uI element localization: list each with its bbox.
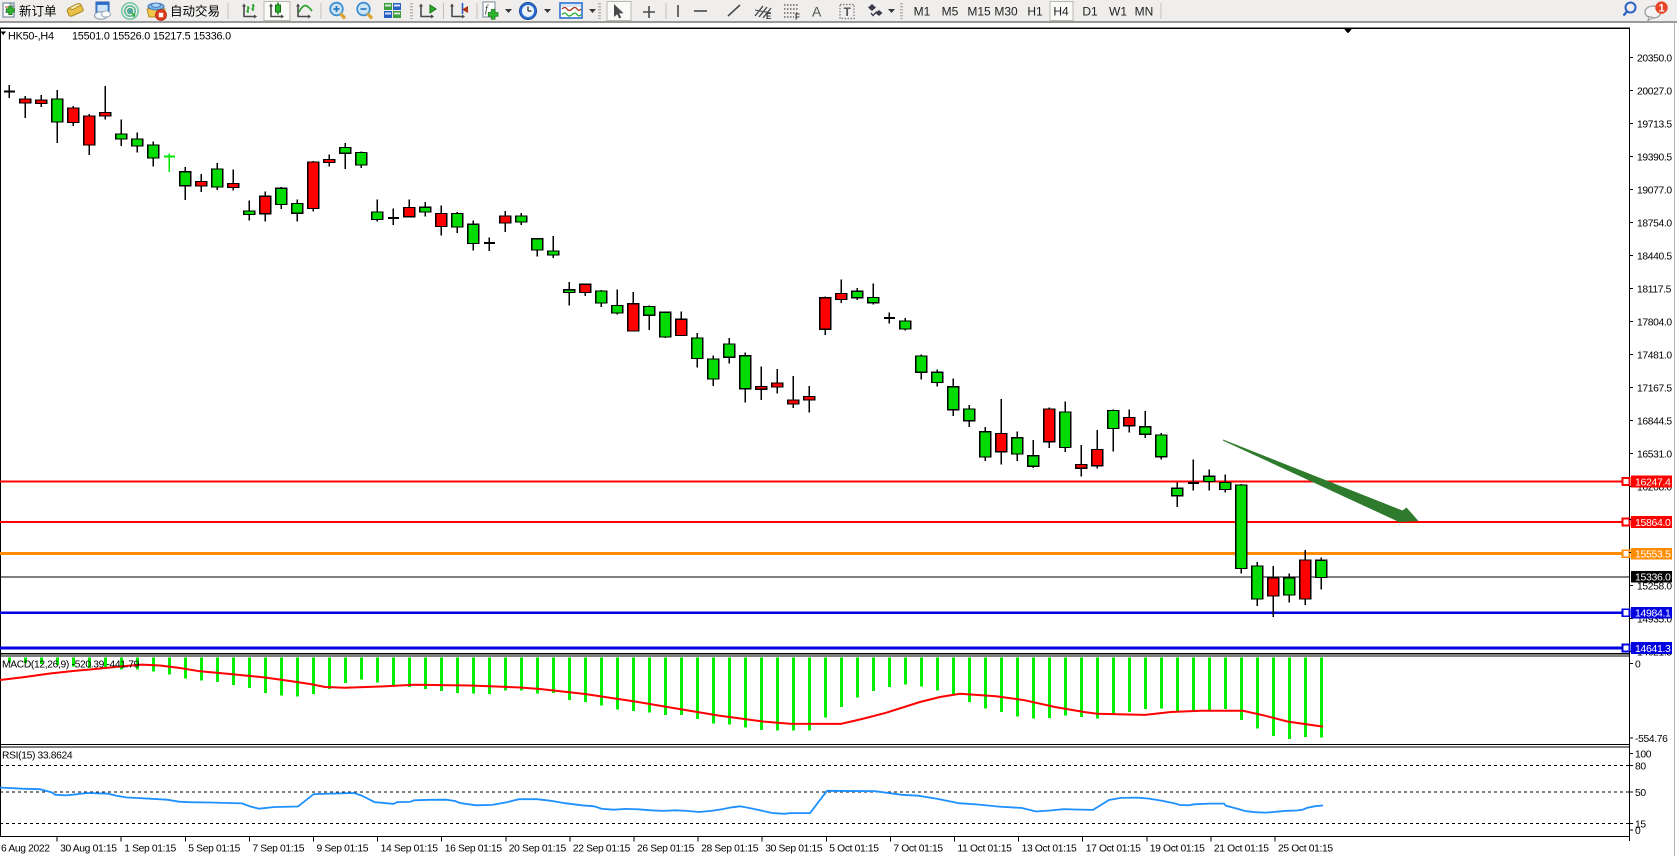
svg-text:19390.5: 19390.5 <box>1637 152 1672 163</box>
svg-text:M5: M5 <box>942 5 959 19</box>
svg-text:9 Sep 01:15: 9 Sep 01:15 <box>317 844 369 855</box>
svg-text:自动交易: 自动交易 <box>170 4 220 19</box>
svg-text:16247.4: 16247.4 <box>1635 476 1671 488</box>
svg-text:18440.5: 18440.5 <box>1637 251 1672 262</box>
svg-text:H1: H1 <box>1027 5 1043 19</box>
svg-text:13 Oct 01:15: 13 Oct 01:15 <box>1022 844 1077 855</box>
svg-text:M1: M1 <box>914 5 931 19</box>
svg-text:T: T <box>844 5 852 19</box>
svg-text:80: 80 <box>1635 761 1646 772</box>
svg-text:22 Sep 01:15: 22 Sep 01:15 <box>573 844 631 855</box>
svg-text:7 Oct 01:15: 7 Oct 01:15 <box>893 844 943 855</box>
svg-text:25 Oct 01:15: 25 Oct 01:15 <box>1278 844 1333 855</box>
svg-text:W1: W1 <box>1109 5 1127 19</box>
svg-text:30 Sep 01:15: 30 Sep 01:15 <box>765 844 823 855</box>
svg-text:15258.0: 15258.0 <box>1637 581 1672 592</box>
svg-text:1: 1 <box>1658 3 1664 15</box>
svg-text:RSI(15) 33.8624: RSI(15) 33.8624 <box>2 751 73 762</box>
svg-text:19077.0: 19077.0 <box>1637 185 1672 196</box>
svg-text:MN: MN <box>1135 5 1154 19</box>
svg-text:6 Aug 2022: 6 Aug 2022 <box>1 844 50 855</box>
svg-text:16208.0: 16208.0 <box>1637 482 1672 493</box>
svg-text:28 Sep 01:15: 28 Sep 01:15 <box>701 844 759 855</box>
svg-text:14641.3: 14641.3 <box>1635 643 1671 655</box>
svg-text:7 Sep 01:15: 7 Sep 01:15 <box>252 844 304 855</box>
svg-text:f: f <box>485 4 489 15</box>
svg-text:18754.0: 18754.0 <box>1637 218 1672 229</box>
svg-text:15336.0: 15336.0 <box>1635 572 1671 584</box>
svg-text:15: 15 <box>1635 820 1646 831</box>
svg-text:0: 0 <box>1635 826 1641 837</box>
svg-text:15864.0: 15864.0 <box>1635 517 1671 529</box>
svg-text:17167.5: 17167.5 <box>1637 383 1672 394</box>
svg-text:A: A <box>812 4 822 20</box>
svg-text:18117.5: 18117.5 <box>1637 284 1672 295</box>
svg-text:16 Sep 01:15: 16 Sep 01:15 <box>445 844 503 855</box>
svg-text:14935.0: 14935.0 <box>1637 614 1672 625</box>
svg-text:F: F <box>795 13 800 22</box>
svg-text:M15: M15 <box>967 5 991 19</box>
svg-text:19713.5: 19713.5 <box>1637 119 1672 130</box>
svg-text:20350.0: 20350.0 <box>1637 53 1672 64</box>
svg-text:21 Oct 01:15: 21 Oct 01:15 <box>1214 844 1269 855</box>
svg-text:15553.5: 15553.5 <box>1635 549 1671 561</box>
svg-text:14984.1: 14984.1 <box>1635 607 1671 619</box>
svg-text:D1: D1 <box>1082 5 1098 19</box>
svg-text:1 Sep 01:15: 1 Sep 01:15 <box>124 844 176 855</box>
svg-text:17804.0: 17804.0 <box>1637 317 1672 328</box>
svg-text:19 Oct 01:15: 19 Oct 01:15 <box>1150 844 1205 855</box>
svg-text:MACD(12,26,9) -520.39 -441.79: MACD(12,26,9) -520.39 -441.79 <box>2 660 140 671</box>
svg-text:26 Sep 01:15: 26 Sep 01:15 <box>637 844 695 855</box>
svg-text:20027.0: 20027.0 <box>1637 86 1672 97</box>
svg-text:17481.0: 17481.0 <box>1637 350 1672 361</box>
svg-text:H4: H4 <box>1053 5 1069 19</box>
svg-text:M30: M30 <box>994 5 1018 19</box>
svg-text:新订单: 新订单 <box>19 4 57 19</box>
svg-text:5 Oct 01:15: 5 Oct 01:15 <box>829 844 879 855</box>
svg-text:16844.5: 16844.5 <box>1637 416 1672 427</box>
svg-text:14 Sep 01:15: 14 Sep 01:15 <box>381 844 439 855</box>
svg-text:15501.0 15526.0 15217.5 15336.: 15501.0 15526.0 15217.5 15336.0 <box>72 31 231 43</box>
svg-text:17 Oct 01:15: 17 Oct 01:15 <box>1086 844 1141 855</box>
svg-text:11 Oct 01:15: 11 Oct 01:15 <box>958 844 1013 855</box>
svg-text:16531.0: 16531.0 <box>1637 449 1672 460</box>
svg-text:5 Sep 01:15: 5 Sep 01:15 <box>188 844 240 855</box>
svg-text:30 Aug 01:15: 30 Aug 01:15 <box>60 844 117 855</box>
svg-text:0: 0 <box>1635 660 1641 671</box>
svg-text:HK50-,H4: HK50-,H4 <box>8 31 54 43</box>
svg-text:E: E <box>766 12 772 21</box>
svg-text:-554.76: -554.76 <box>1635 734 1668 745</box>
svg-text:20 Sep 01:15: 20 Sep 01:15 <box>509 844 567 855</box>
svg-text:50: 50 <box>1635 788 1646 799</box>
svg-text:100: 100 <box>1635 749 1652 760</box>
